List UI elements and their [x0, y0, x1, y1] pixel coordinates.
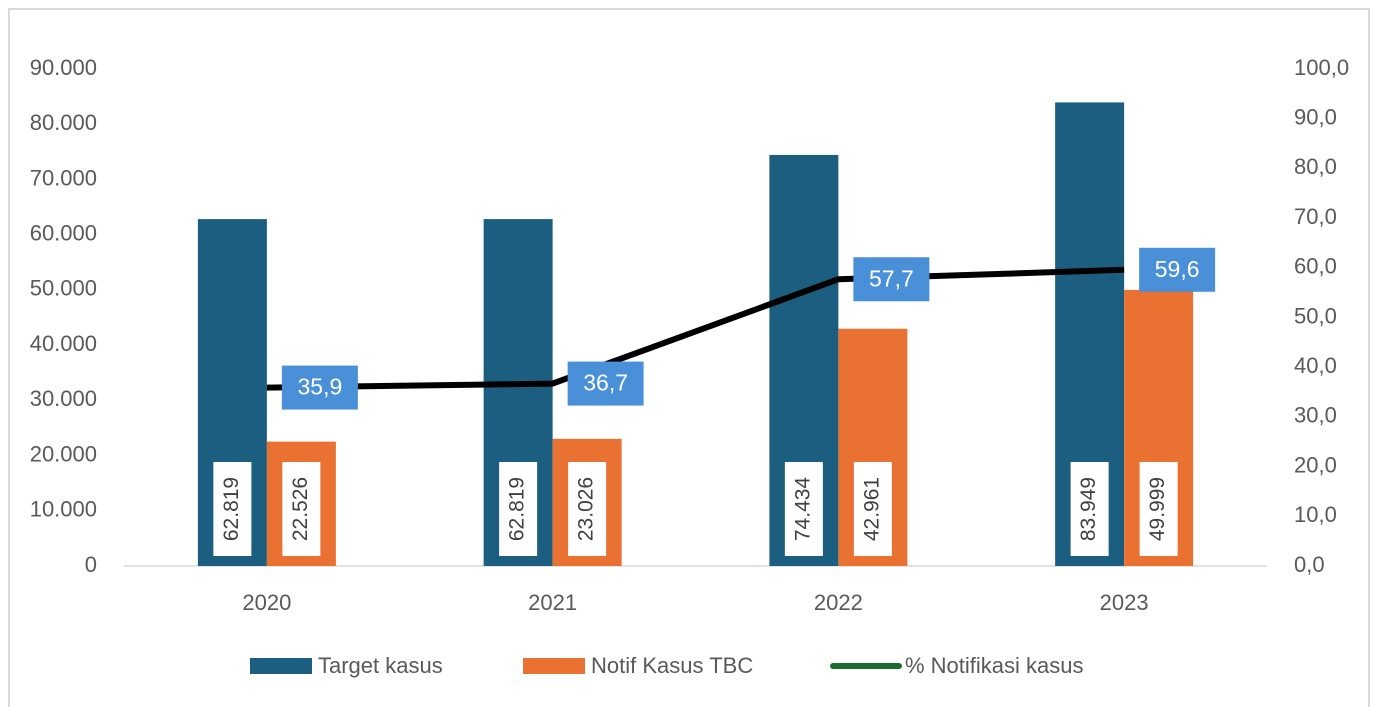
y-tick-label: 40.000	[30, 331, 97, 356]
legend-label: Notif Kasus TBC	[591, 653, 753, 678]
line-label-box	[281, 365, 358, 410]
value-label: 23.026	[575, 477, 598, 541]
y-tick-label: 80.000	[30, 110, 97, 135]
x-tick-label: 2023	[1100, 590, 1149, 615]
value-label-box	[1139, 462, 1178, 556]
legend-swatch	[250, 658, 312, 674]
legend-label: Target kasus	[318, 653, 443, 678]
value-label-box	[499, 462, 538, 556]
legend-swatch	[523, 658, 585, 674]
y-tick-label: 70.000	[30, 165, 97, 190]
y-tick-label: 50.000	[30, 276, 97, 301]
legend-label: % Notifikasi kasus	[905, 653, 1084, 678]
value-label: 42.961	[860, 477, 883, 541]
line-label-box	[1139, 247, 1216, 292]
value-label: 62.819	[506, 477, 529, 541]
value-label: 74.434	[791, 477, 814, 542]
y-tick-label: 20.000	[30, 441, 97, 466]
value-label-box	[784, 462, 823, 556]
x-tick-label: 2021	[528, 590, 577, 615]
y-tick-label: 90.000	[30, 55, 97, 80]
y2-tick-label: 20,0	[1294, 452, 1337, 477]
y-tick-label: 0	[85, 552, 97, 577]
y2-tick-label: 70,0	[1294, 204, 1337, 229]
y2-tick-label: 0,0	[1294, 552, 1325, 577]
y2-tick-label: 50,0	[1294, 303, 1337, 328]
line-label: 59,6	[1155, 256, 1200, 282]
y2-tick-label: 30,0	[1294, 403, 1337, 428]
x-tick-label: 2020	[242, 590, 291, 615]
line-label: 36,7	[583, 370, 628, 396]
value-label: 62.819	[220, 477, 243, 541]
y2-tick-label: 60,0	[1294, 254, 1337, 279]
y2-tick-label: 10,0	[1294, 502, 1337, 527]
y-tick-label: 60.000	[30, 220, 97, 245]
value-label-box	[282, 462, 321, 556]
line-label-box	[567, 361, 644, 406]
value-label: 49.999	[1146, 477, 1169, 541]
x-tick-label: 2022	[814, 590, 863, 615]
y2-tick-label: 80,0	[1294, 154, 1337, 179]
value-label-box	[568, 462, 607, 556]
y2-tick-label: 100,0	[1294, 55, 1349, 80]
value-label: 83.949	[1077, 477, 1100, 541]
y-tick-label: 30.000	[30, 386, 97, 411]
value-label: 22.526	[289, 477, 312, 541]
line-label: 35,9	[297, 374, 342, 400]
y2-tick-label: 90,0	[1294, 105, 1337, 130]
y-tick-label: 10.000	[30, 497, 97, 522]
y2-tick-label: 40,0	[1294, 353, 1337, 378]
line-label: 57,7	[869, 265, 914, 291]
line-label-box	[853, 257, 930, 302]
line	[266, 266, 1125, 391]
value-label-box	[213, 462, 252, 556]
value-label-box	[1070, 462, 1109, 556]
value-label-box	[853, 462, 892, 556]
